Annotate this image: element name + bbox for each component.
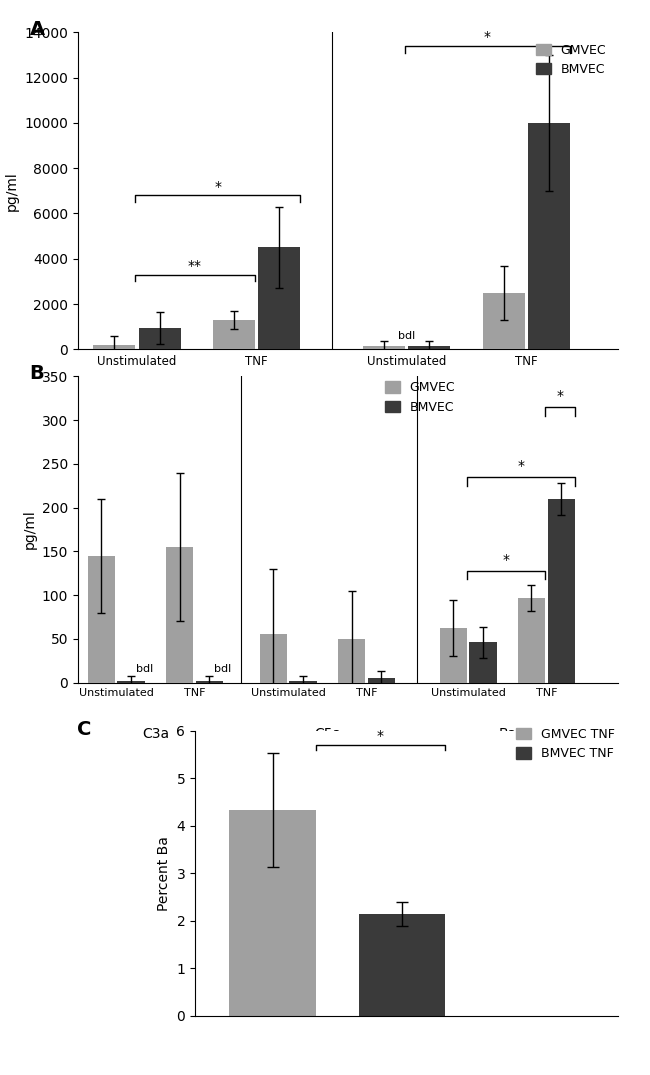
Text: FB: FB <box>458 393 475 407</box>
Bar <box>338 639 365 683</box>
Text: C3: C3 <box>187 393 206 407</box>
Text: C: C <box>77 719 91 739</box>
Bar <box>408 346 450 349</box>
Bar <box>359 914 445 1016</box>
Bar <box>469 643 497 683</box>
Bar <box>118 680 145 683</box>
Bar <box>229 811 316 1016</box>
Y-axis label: Percent Ba: Percent Ba <box>157 836 171 911</box>
Text: *: * <box>377 729 384 743</box>
Text: *: * <box>214 180 221 194</box>
Bar <box>260 634 287 683</box>
Bar <box>196 680 223 683</box>
Text: B: B <box>29 364 44 383</box>
Text: *: * <box>484 30 491 44</box>
Bar <box>289 680 317 683</box>
Bar <box>88 556 115 683</box>
Bar <box>259 247 300 349</box>
Bar <box>439 629 467 683</box>
Legend: GMVEC, BMVEC: GMVEC, BMVEC <box>530 39 611 81</box>
Text: Ba: Ba <box>498 727 516 741</box>
Bar <box>547 499 575 683</box>
Text: C5a: C5a <box>314 727 341 741</box>
Bar <box>528 123 570 349</box>
Bar <box>93 345 135 349</box>
Bar <box>363 346 405 349</box>
Bar <box>166 547 193 683</box>
Text: *: * <box>502 553 510 568</box>
Text: *: * <box>556 389 564 403</box>
Bar <box>518 598 545 683</box>
Text: bdl: bdl <box>214 664 231 674</box>
Y-axis label: pg/ml: pg/ml <box>22 510 36 549</box>
Legend: GMVEC, BMVEC: GMVEC, BMVEC <box>380 376 460 418</box>
Bar <box>368 678 395 683</box>
Text: *: * <box>517 459 525 473</box>
Legend: GMVEC TNF, BMVEC TNF: GMVEC TNF, BMVEC TNF <box>511 723 619 765</box>
Text: C3a: C3a <box>142 727 169 741</box>
Text: A: A <box>29 19 45 39</box>
Bar <box>213 320 255 349</box>
Text: bdl: bdl <box>136 664 153 674</box>
Bar <box>138 328 181 349</box>
Bar <box>482 292 525 349</box>
Text: **: ** <box>188 259 202 273</box>
Y-axis label: pg/ml: pg/ml <box>5 171 19 211</box>
Text: bdl: bdl <box>398 331 415 342</box>
